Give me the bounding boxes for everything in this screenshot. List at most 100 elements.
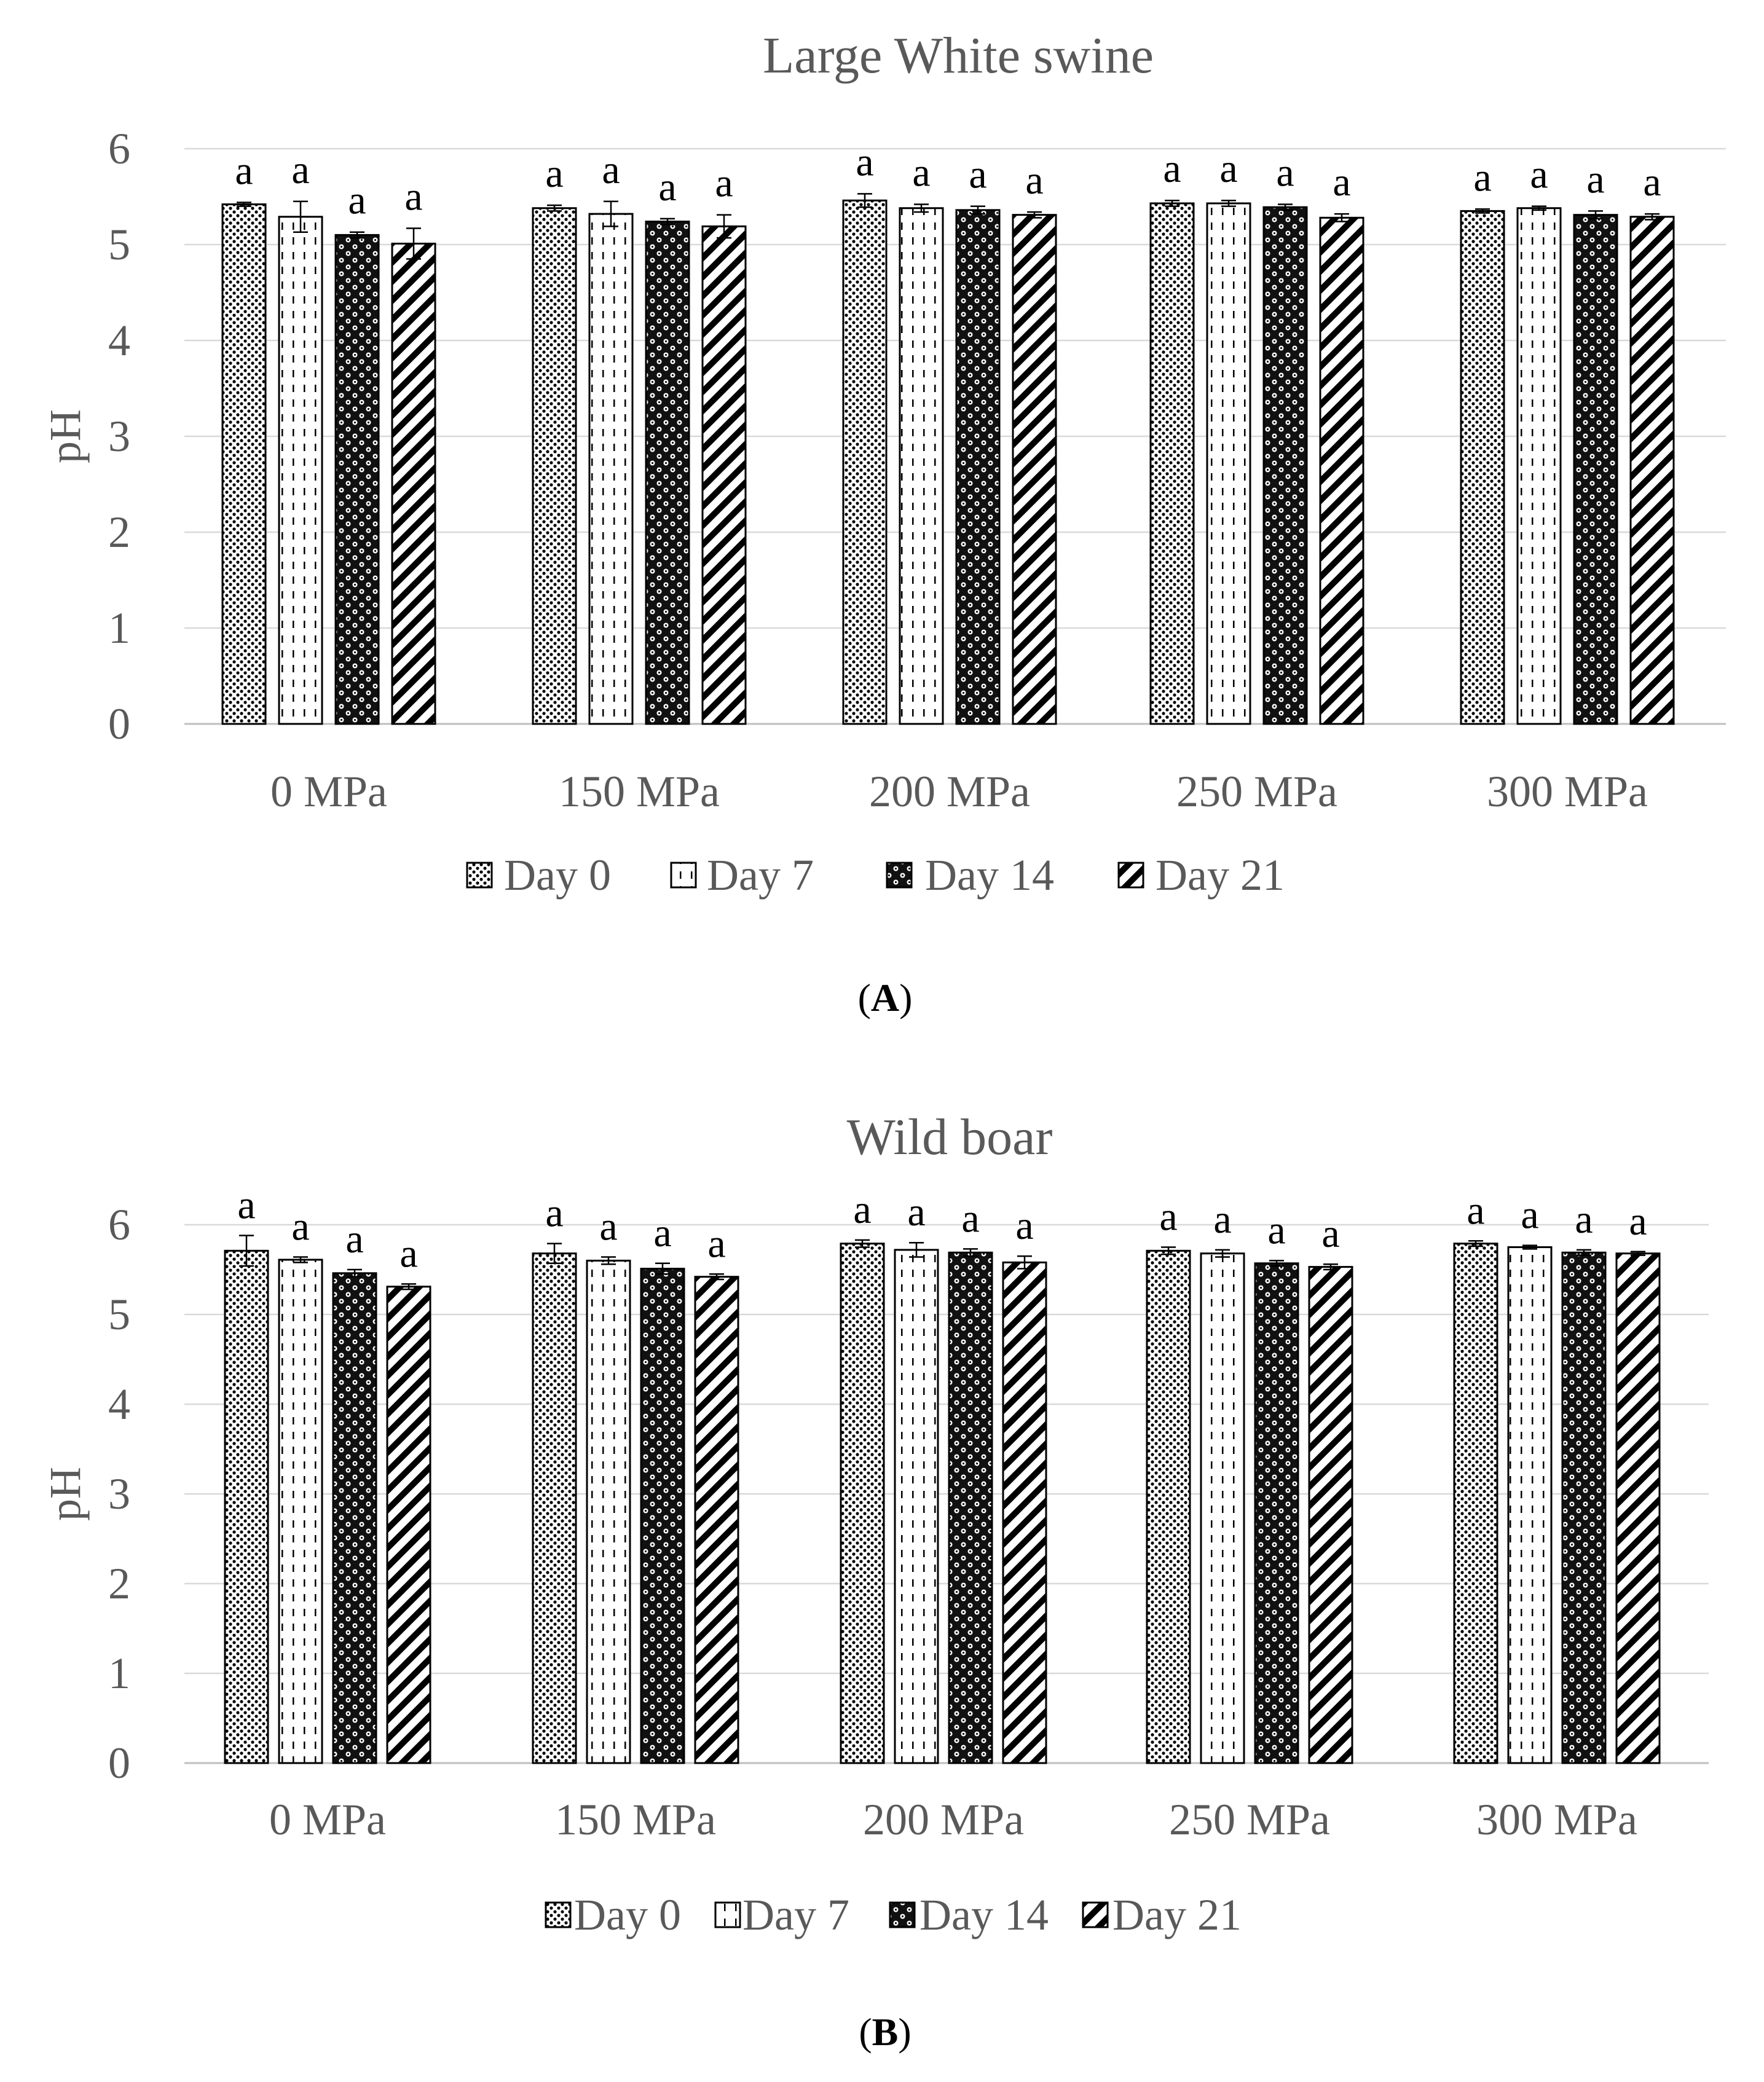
significance-label: a: [1159, 1195, 1177, 1239]
bar: [645, 221, 690, 725]
x-tick-label: 150 MPa: [555, 1795, 716, 1844]
bar: [1573, 214, 1618, 725]
legend-swatch: [889, 1901, 916, 1928]
legend-label: Day 7: [707, 850, 814, 900]
significance-label: a: [1521, 1193, 1538, 1238]
bar: [1012, 214, 1057, 725]
bar: [1615, 1252, 1661, 1764]
bar: [1319, 216, 1364, 725]
significance-label: a: [1025, 158, 1043, 203]
bar: [1460, 210, 1505, 725]
bar: [1206, 202, 1251, 725]
bar: [386, 1286, 431, 1764]
legend-label: Day 14: [919, 1890, 1049, 1939]
significance-label: a: [599, 1204, 617, 1249]
significance-label: a: [400, 1231, 417, 1276]
bar: [1200, 1252, 1245, 1764]
bar: [694, 1276, 739, 1764]
significance-label: a: [1530, 152, 1548, 197]
panel-label-close: ): [899, 976, 912, 1019]
significance-label: a: [1321, 1211, 1339, 1256]
y-tick-label: 0: [108, 1738, 130, 1788]
significance-label: a: [1586, 157, 1604, 202]
y-tick-label: 5: [108, 220, 130, 269]
legend-swatch: [1082, 1901, 1109, 1928]
bar: [588, 213, 634, 725]
y-tick-label: 2: [108, 508, 130, 557]
y-tick-label: 3: [108, 1469, 130, 1518]
bar: [842, 199, 888, 725]
significance-label: a: [969, 152, 986, 197]
bar: [532, 207, 577, 725]
bar: [1561, 1251, 1607, 1764]
y-axis-label: pH: [41, 409, 90, 463]
y-axis-label: pH: [41, 1467, 90, 1521]
significance-label: a: [1575, 1197, 1593, 1242]
bar: [221, 203, 267, 725]
y-tick-label: 0: [108, 699, 130, 748]
significance-label: a: [853, 1187, 871, 1232]
legend-swatch: [714, 1901, 741, 1928]
legend-label: Day 21: [1112, 1890, 1242, 1939]
panel-label-close: ): [898, 2010, 911, 2054]
significance-label: a: [237, 1183, 255, 1228]
significance-label: a: [961, 1196, 979, 1241]
bar: [1254, 1262, 1299, 1764]
legend-swatch: [670, 862, 697, 889]
significance-label: a: [1629, 1199, 1647, 1244]
significance-label: a: [1213, 1197, 1231, 1242]
significance-label: a: [1333, 160, 1350, 205]
significance-label: a: [545, 1191, 563, 1236]
bar: [586, 1259, 631, 1764]
bar: [955, 209, 1001, 725]
significance-label: a: [545, 151, 563, 196]
x-tick-label: 250 MPa: [1176, 767, 1337, 816]
x-tick-label: 300 MPa: [1487, 767, 1648, 816]
significance-label: a: [1267, 1208, 1285, 1252]
chart-title: Wild boar: [847, 1109, 1053, 1166]
y-tick-label: 1: [108, 603, 130, 653]
significance-label: a: [345, 1217, 363, 1262]
legend-label: Day 7: [742, 1890, 849, 1939]
significance-label: a: [715, 161, 733, 206]
bar: [640, 1268, 685, 1764]
panel-label-open: (: [859, 2010, 872, 2054]
y-tick-label: 3: [108, 412, 130, 461]
bar: [1516, 207, 1562, 725]
significance-label: a: [404, 174, 422, 219]
chart-title: Large White swine: [763, 27, 1154, 84]
bar: [334, 234, 380, 725]
panel-label: (A): [858, 976, 913, 1019]
bar: [1308, 1266, 1353, 1764]
y-tick-label: 6: [108, 124, 130, 173]
bar: [1453, 1243, 1498, 1764]
bar: [894, 1249, 939, 1764]
significance-label: a: [291, 1204, 309, 1249]
legend-label: Day 0: [504, 850, 611, 900]
x-tick-label: 200 MPa: [863, 1795, 1024, 1844]
legend-label: Day 0: [574, 1890, 681, 1939]
bar: [332, 1272, 377, 1764]
legend-swatch: [1117, 862, 1144, 889]
significance-label: a: [856, 139, 873, 184]
x-tick-label: 300 MPa: [1476, 1795, 1637, 1844]
bar: [701, 225, 747, 725]
panel-label: (B): [859, 2010, 911, 2054]
significance-label: a: [602, 147, 620, 192]
bar: [1262, 206, 1308, 725]
significance-label: a: [1643, 160, 1661, 205]
y-tick-label: 4: [108, 1380, 130, 1429]
significance-label: a: [907, 1190, 925, 1235]
significance-label: a: [1467, 1188, 1484, 1233]
bar: [1002, 1261, 1047, 1764]
panel-label-open: (: [858, 976, 871, 1019]
bar: [1146, 1249, 1191, 1764]
x-tick-label: 150 MPa: [559, 767, 720, 816]
significance-label: a: [658, 165, 676, 210]
significance-label: a: [348, 178, 366, 223]
bar: [1507, 1246, 1553, 1764]
bar: [1629, 216, 1675, 725]
